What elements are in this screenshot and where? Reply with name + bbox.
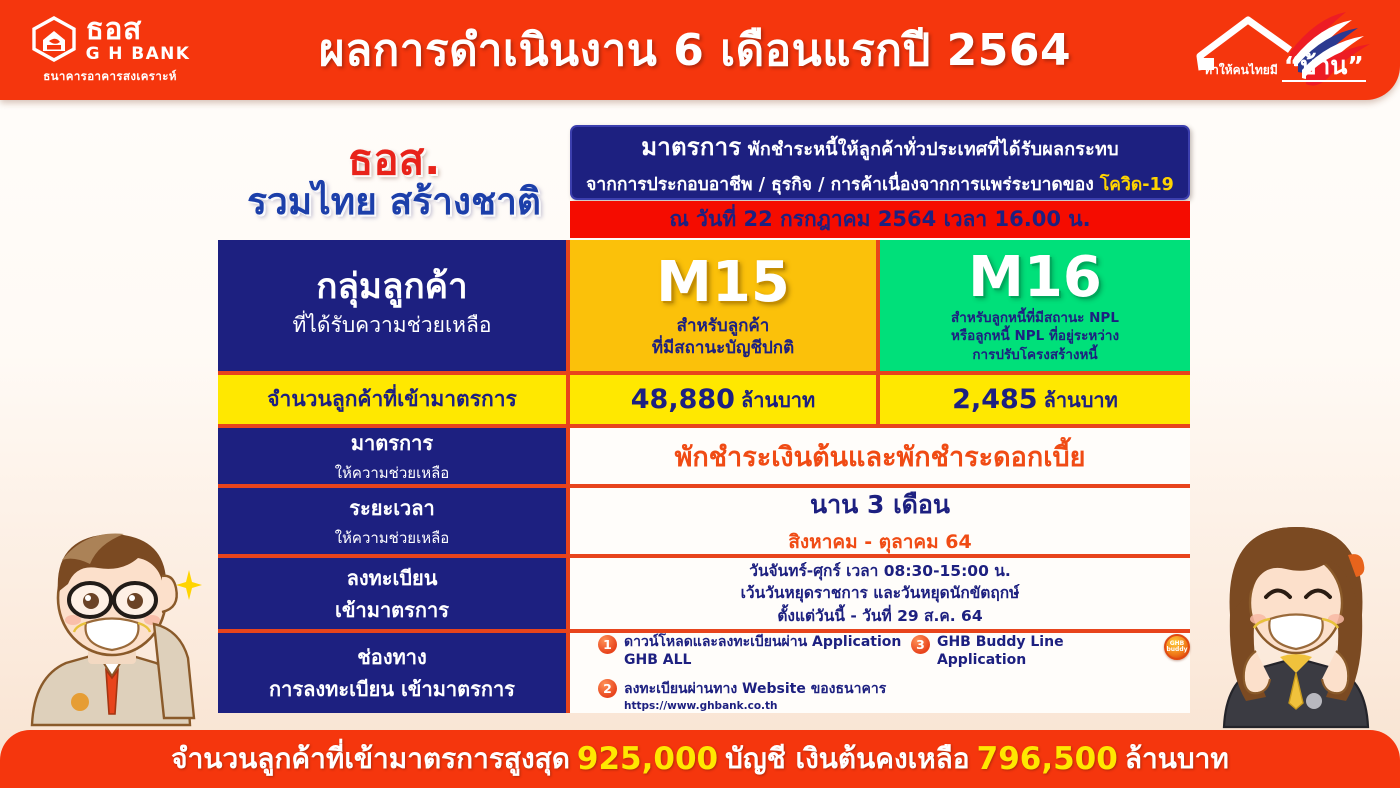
page-header: ธอส G H BANK ธนาคารอาคารสงเคราะห์ ผลการด…: [0, 0, 1400, 100]
m15-header-cell: M15 สำหรับลูกค้า ที่มีสถานะบัญชีปกติ: [570, 240, 880, 375]
channel-number-1-icon: 1: [598, 635, 617, 655]
tagline-prefix: ทำให้คนไทยมี: [1204, 63, 1282, 77]
m15-amount-value: 48,880: [630, 384, 735, 415]
banner-strong-word: มาตรการ: [641, 133, 742, 161]
channel-item-1[interactable]: 1 ดาวน์โหลดและลงทะเบียนผ่าน Application …: [598, 634, 911, 669]
register-label-cell: ลงทะเบียน เข้ามาตรการ: [218, 558, 570, 633]
m16-code: M16: [968, 245, 1102, 311]
summary-footer: จำนวนลูกค้าที่เข้ามาตรการสูงสุด 925,000 …: [0, 730, 1400, 788]
channel-item-2[interactable]: 2 ลงทะเบียนผ่านทาง Website ของธนาคาร htt…: [598, 678, 886, 712]
customer-group-title: กลุ่มลูกค้า: [316, 267, 468, 308]
measures-table: กลุ่มลูกค้า ที่ได้รับความช่วยเหลือ M15 ส…: [218, 240, 1190, 713]
channel-text-1: ดาวน์โหลดและลงทะเบียนผ่าน Application GH…: [624, 634, 902, 668]
ghb-house-logo-icon: [30, 15, 78, 63]
m15-desc-line-1: สำหรับลูกค้า: [676, 315, 770, 336]
footer-accounts-value: 925,000: [576, 741, 719, 777]
tagline-word: “บ้าน”: [1281, 51, 1366, 82]
brand-line-2: รวมไทย สร้างชาติ: [247, 179, 541, 223]
m15-desc-line-2: ที่มีสถานะบัญชีปกติ: [651, 337, 795, 358]
customer-group-subtitle: ที่ได้รับความช่วยเหลือ: [292, 312, 492, 337]
channel-value-cell: 1 ดาวน์โหลดและลงทะเบียนผ่าน Application …: [570, 633, 1190, 713]
period-months: สิงหาคม - ตุลาคม 64: [788, 531, 972, 553]
m16-amount-value: 2,485: [952, 384, 1038, 415]
m15-code: M15: [656, 250, 790, 316]
covid-highlight: โควิด-19: [1099, 175, 1174, 195]
tagline: ทำให้คนไทยมี “บ้าน”: [1180, 46, 1390, 86]
period-duration: นาน 3 เดือน: [810, 490, 950, 519]
channel-label-a: ช่องทาง: [357, 645, 427, 669]
period-row: ระยะเวลา ให้ความช่วยเหลือ นาน 3 เดือน สิ…: [218, 488, 1190, 558]
sparkle-icon: [176, 570, 202, 600]
measure-row: มาตรการ ให้ความช่วยเหลือ พักชำระเงินต้นแ…: [218, 428, 1190, 488]
page-title: ผลการดำเนินงาน 6 เดือนแรกปี 2564: [318, 25, 1072, 76]
channel-number-3-icon: 3: [910, 635, 930, 655]
channel-text-2: ลงทะเบียนผ่านทาง Website ของธนาคาร: [624, 681, 887, 698]
m16-desc-line-2: หรือลูกหนี้ NPL ที่อยู่ระหว่าง: [950, 328, 1120, 345]
register-line-2: เว้นวันหยุดราชการ และวันหยุดนักขัตฤกษ์: [740, 584, 1020, 603]
channel-line-bottom: 2 ลงทะเบียนผ่านทาง Website ของธนาคาร htt…: [598, 678, 1190, 712]
logo-english-text: G H BANK: [85, 43, 191, 64]
channel-item-3[interactable]: 3 GHB Buddy Line Application GHB buddy: [910, 634, 1190, 669]
measure-label-b: ให้ความช่วยเหลือ: [334, 464, 450, 482]
channel-label-b: การลงทะเบียน เข้ามาตรการ: [269, 677, 515, 701]
brand-line-1: ธอส.: [347, 134, 441, 184]
banner-line-1-rest: พักชำระหนี้ให้ลูกค้าทั่วประเทศที่ได้รับผ…: [741, 139, 1119, 160]
measure-label-a: มาตรการ: [350, 431, 434, 455]
table-header-row: กลุ่มลูกค้า ที่ได้รับความช่วยเหลือ M15 ส…: [218, 240, 1190, 375]
channel-row: ช่องทาง การลงทะเบียน เข้ามาตรการ 1 ดาวน์…: [218, 633, 1190, 713]
female-character-illustration: [1196, 515, 1396, 730]
channel-label-cell: ช่องทาง การลงทะเบียน เข้ามาตรการ: [218, 633, 570, 713]
customer-group-label-cell: กลุ่มลูกค้า ที่ได้รับความช่วยเหลือ: [218, 240, 570, 375]
ghb-buddy-badge-icon: GHB buddy: [1164, 634, 1190, 661]
channel-number-2-icon: 2: [598, 679, 617, 699]
amount-label-cell: จำนวนลูกค้าที่เข้ามาตรการ: [218, 375, 570, 428]
period-value-cell: นาน 3 เดือน สิงหาคม - ตุลาคม 64: [570, 488, 1190, 558]
register-line-3: ตั้งแต่วันนี้ - วันที่ 29 ส.ค. 64: [777, 606, 983, 625]
channel-item-2-body: ลงทะเบียนผ่านทาง Website ของธนาคาร https…: [624, 678, 886, 712]
banner-line-2-prefix: จากการประกอบอาชีพ / ธุรกิจ / การค้าเนื่อ…: [586, 175, 1100, 195]
footer-part-1: จำนวนลูกค้าที่เข้ามาตรการสูงสุด: [171, 742, 570, 775]
measure-value: พักชำระเงินต้นและพักชำระดอกเบี้ย: [674, 441, 1086, 473]
amount-row: จำนวนลูกค้าที่เข้ามาตรการ 48,880 ล้านบาท…: [218, 375, 1190, 428]
measure-value-cell: พักชำระเงินต้นและพักชำระดอกเบี้ย: [570, 428, 1190, 488]
male-character-illustration: [2, 520, 217, 730]
footer-part-3: ล้านบาท: [1124, 742, 1229, 775]
period-label-a: ระยะเวลา: [349, 496, 435, 520]
brand-logo: ธอส G H BANK ธนาคารอาคารสงเคราะห์: [0, 11, 220, 86]
period-label-cell: ระยะเวลา ให้ความช่วยเหลือ: [218, 488, 570, 558]
register-line-1: วันจันทร์-ศุกร์ เวลา 08:30-15:00 น.: [749, 561, 1011, 580]
measure-label-cell: มาตรการ ให้ความช่วยเหลือ: [218, 428, 570, 488]
period-label-b: ให้ความช่วยเหลือ: [334, 529, 450, 547]
campaign-brand-block: ธอส. รวมไทย สร้างชาติ: [218, 124, 570, 236]
footer-part-2: บัญชี เงินต้นคงเหลือ: [725, 742, 970, 775]
footer-principal-value: 796,500: [976, 741, 1118, 777]
m16-amount-unit: ล้านบาท: [1043, 387, 1118, 412]
m15-amount-cell: 48,880 ล้านบาท: [570, 375, 880, 428]
m16-desc-line-1: สำหรับลูกหนี้ที่มีสถานะ NPL: [951, 310, 1119, 327]
m16-amount-cell: 2,485 ล้านบาท: [880, 375, 1190, 428]
banner-line-2: จากการประกอบอาชีพ / ธุรกิจ / การค้าเนื่อ…: [586, 170, 1174, 198]
register-label-b: เข้ามาตรการ: [335, 597, 449, 622]
measure-banner: มาตรการ พักชำระหนี้ให้ลูกค้าทั่วประเทศที…: [570, 125, 1190, 200]
logo-subtitle: ธนาคารอาคารสงเคราะห์: [43, 68, 177, 83]
m15-description: สำหรับลูกค้า ที่มีสถานะบัญชีปกติ: [652, 315, 794, 359]
channel-website-url[interactable]: https://www.ghbank.co.th: [624, 699, 778, 712]
register-label-a: ลงทะเบียน: [346, 565, 438, 590]
m15-amount-unit: ล้านบาท: [740, 387, 816, 412]
register-value-cell: วันจันทร์-ศุกร์ เวลา 08:30-15:00 น. เว้น…: [570, 558, 1190, 633]
m16-description: สำหรับลูกหนี้ที่มีสถานะ NPL หรือลูกหนี้ …: [951, 309, 1119, 364]
as-of-date-bar: ณ วันที่ 22 กรกฎาคม 2564 เวลา 16.00 น.: [570, 201, 1190, 238]
house-roof-thai-flag-icon: ทำให้คนไทยมี “บ้าน”: [1170, 0, 1400, 100]
m16-header-cell: M16 สำหรับลูกหนี้ที่มีสถานะ NPL หรือลูกห…: [880, 240, 1190, 375]
channel-line-top: 1 ดาวน์โหลดและลงทะเบียนผ่าน Application …: [598, 634, 1190, 669]
banner-line-1: มาตรการ พักชำระหนี้ให้ลูกค้าทั่วประเทศที…: [641, 127, 1118, 166]
channel-text-3: GHB Buddy Line Application: [936, 634, 1064, 668]
m16-desc-line-3: การปรับโครงสร้างหนี้: [972, 346, 1098, 363]
logo-thai-text: ธอส: [85, 11, 142, 47]
register-row: ลงทะเบียน เข้ามาตรการ วันจันทร์-ศุกร์ เว…: [218, 558, 1190, 633]
